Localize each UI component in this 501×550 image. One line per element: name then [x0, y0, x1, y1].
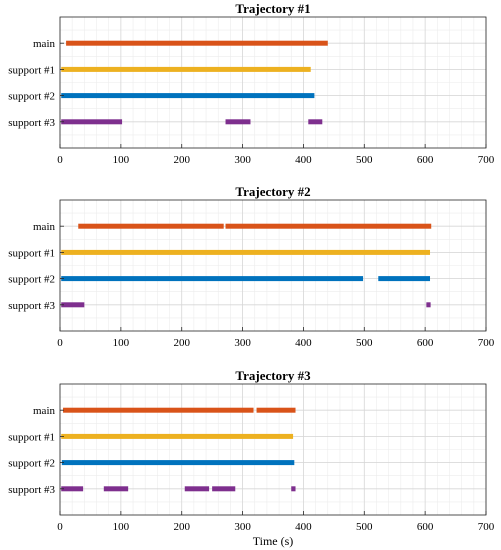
row-label: support #1 — [8, 64, 55, 76]
row-label: support #1 — [8, 247, 55, 259]
x-tick-label: 200 — [173, 521, 190, 533]
bar-segment-4-4 — [212, 486, 236, 492]
bar-segment-2-1 — [61, 66, 311, 72]
x-tick-label: 100 — [113, 521, 130, 533]
bar-segment-1-1 — [78, 223, 224, 229]
bar-segment-1-1 — [63, 407, 254, 413]
row-label: main — [33, 221, 55, 233]
row-label: main — [33, 405, 55, 417]
x-tick-label: 300 — [234, 337, 251, 349]
chart-title: Trajectory #1 — [235, 1, 310, 16]
x-tick-label: 200 — [173, 154, 190, 166]
x-tick-label: 100 — [113, 154, 130, 166]
bar-segment-4-1 — [61, 486, 84, 492]
bar-segment-4-3 — [308, 119, 323, 125]
x-tick-label: 400 — [295, 154, 312, 166]
x-tick-label: 300 — [234, 521, 251, 533]
x-tick-label: 500 — [356, 337, 373, 349]
bar-segment-4-1 — [61, 119, 123, 125]
x-tick-label: 600 — [417, 154, 434, 166]
row-label: main — [33, 38, 55, 50]
chart-title: Trajectory #3 — [235, 368, 311, 383]
x-tick-label: 0 — [57, 521, 63, 533]
bar-segment-3-2 — [378, 276, 431, 282]
x-tick-label: 200 — [173, 337, 190, 349]
row-label: support #2 — [8, 274, 55, 286]
x-tick-label: 700 — [478, 154, 495, 166]
bar-segment-3-1 — [61, 93, 315, 99]
bar-segment-4-1 — [61, 302, 85, 308]
row-label: support #3 — [8, 300, 55, 312]
bar-segment-1-2 — [256, 407, 296, 413]
bar-segment-2-1 — [61, 249, 431, 255]
bar-segment-1-2 — [225, 223, 432, 229]
axes-box — [59, 383, 487, 516]
bar-segment-4-5 — [291, 486, 296, 492]
chart-title: Trajectory #2 — [235, 184, 310, 199]
x-tick-label: 0 — [57, 154, 63, 166]
row-label: support #2 — [8, 458, 55, 470]
x-tick-label: 400 — [295, 521, 312, 533]
row-label: support #2 — [8, 91, 55, 103]
x-tick-label: 700 — [478, 521, 495, 533]
x-tick-label: 600 — [417, 521, 434, 533]
x-tick-label: 600 — [417, 337, 434, 349]
bar-segment-4-2 — [426, 302, 431, 308]
panel-1: main support #1 support #2 support #3 0 100 20… — [8, 1, 495, 166]
panel-2: main support #1 support #2 support #3 0 100 20… — [8, 184, 495, 349]
bar-segment-3-1 — [61, 276, 364, 282]
x-tick-label: 700 — [478, 337, 495, 349]
bar-segment-2-1 — [61, 433, 294, 439]
axes-box — [59, 16, 487, 149]
axes-box — [59, 199, 487, 332]
row-label: support #3 — [8, 117, 55, 129]
x-tick-label: 100 — [113, 337, 130, 349]
bar-segment-4-3 — [184, 486, 210, 492]
row-label: support #3 — [8, 484, 55, 496]
x-tick-label: 500 — [356, 521, 373, 533]
x-tick-label: 0 — [57, 337, 63, 349]
bar-segment-4-2 — [103, 486, 129, 492]
x-tick-label: 500 — [356, 154, 373, 166]
row-label: support #1 — [8, 431, 55, 443]
bar-segment-4-2 — [225, 119, 251, 125]
bar-segment-3-1 — [61, 460, 295, 466]
panel-3: main support #1 support #2 support #3 0 100 20… — [8, 368, 495, 548]
bar-segment-1-1 — [66, 40, 328, 46]
x-axis-label: Time (s) — [253, 534, 294, 548]
x-tick-label: 400 — [295, 337, 312, 349]
x-tick-label: 300 — [234, 154, 251, 166]
